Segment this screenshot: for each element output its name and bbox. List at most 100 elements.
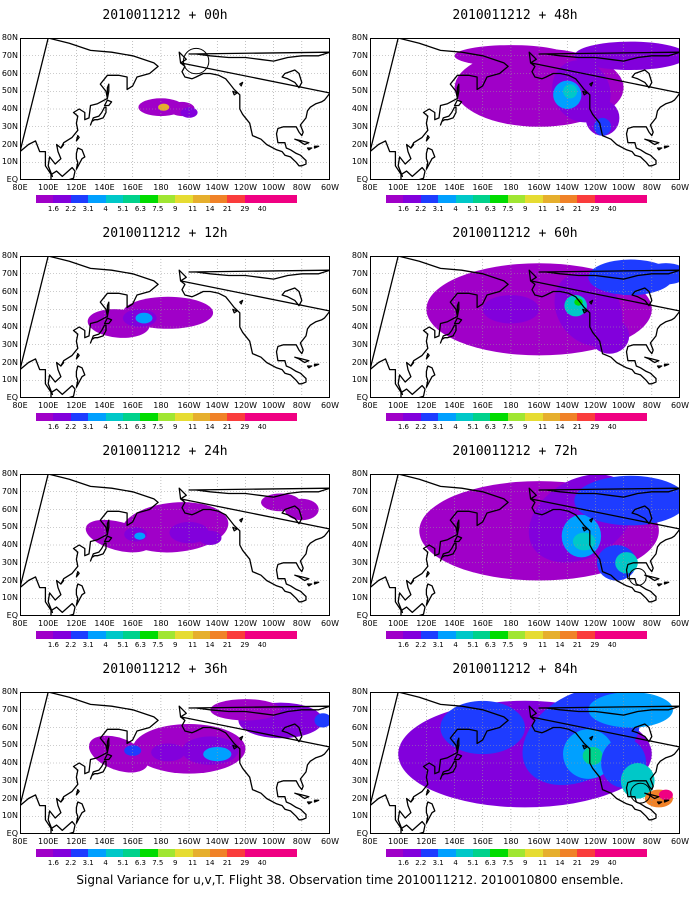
colorbar-swatch xyxy=(175,849,193,857)
colorbar-level-label: 1.6 xyxy=(397,205,409,213)
lat-tick-label: 50N xyxy=(1,740,18,750)
colorbar-level-label: 2.2 xyxy=(415,205,427,213)
colorbar-swatch xyxy=(53,849,71,857)
colorbar-level-label: 6.3 xyxy=(484,859,496,867)
lat-tick-label: 40N xyxy=(351,758,368,767)
coastline xyxy=(306,365,313,369)
colorbar-swatch xyxy=(140,195,158,203)
colorbar-swatch xyxy=(438,195,456,203)
colorbar-swatch xyxy=(525,195,543,203)
lat-tick-label: 40N xyxy=(1,104,18,113)
lon-tick-label: 160E xyxy=(472,183,493,192)
lon-tick-label: 160W xyxy=(527,619,551,628)
coastline xyxy=(239,517,244,523)
coastline xyxy=(60,143,65,149)
panel-title: 2010011212 + 48h xyxy=(452,8,578,23)
lat-tick-label: 10N xyxy=(351,375,368,385)
lon-tick-label: 60W xyxy=(670,183,690,192)
lat-tick-label: 20N xyxy=(1,357,18,367)
lon-tick-label: 120W xyxy=(583,837,608,846)
colorbar-swatch xyxy=(525,849,543,857)
coastline xyxy=(400,602,426,619)
colorbar-swatch xyxy=(594,631,613,639)
coastline xyxy=(456,83,460,100)
coastline xyxy=(453,753,463,761)
colorbar xyxy=(36,849,297,857)
coastline xyxy=(50,384,76,401)
coastline xyxy=(232,308,238,314)
lat-tick-label: 20N xyxy=(351,575,368,585)
lon-tick-label: 160W xyxy=(177,401,201,410)
coastline xyxy=(232,90,238,96)
map-canvas xyxy=(19,37,331,183)
colorbar-level-label: 7.5 xyxy=(502,641,514,649)
coastline xyxy=(410,143,415,149)
colorbar-level-label: 14 xyxy=(205,423,215,431)
map-panel: 2010011212 + 72h 80N 70N 60N 50N 40N 30N 20N 10N… xyxy=(350,444,689,652)
lat-tick-label: 70N xyxy=(351,268,368,278)
lon-tick-label: 120E xyxy=(416,401,437,410)
colorbar-level-label: 11 xyxy=(188,205,198,213)
map-canvas xyxy=(369,473,688,619)
lon-tick-label: 160W xyxy=(177,619,201,628)
colorbar-level-label: 14 xyxy=(205,859,215,867)
variance-contour xyxy=(658,789,673,801)
lon-tick-label: 80E xyxy=(12,183,28,192)
lon-tick-label: 120E xyxy=(66,183,87,192)
colorbar-swatch xyxy=(88,849,106,857)
colorbar-swatch xyxy=(438,413,456,421)
lon-tick-label: 120W xyxy=(233,401,258,410)
colorbar-level-label: 6.3 xyxy=(134,205,146,213)
coastline xyxy=(89,760,107,780)
coastline xyxy=(179,716,331,821)
lat-tick-label: 30N xyxy=(351,775,368,785)
coastline xyxy=(75,583,86,606)
coastline xyxy=(106,83,110,100)
coastline xyxy=(439,106,457,126)
lat-tick-label: 20N xyxy=(1,575,18,585)
lon-tick-label: 160E xyxy=(122,183,143,192)
colorbar-level-label: 40 xyxy=(257,205,267,213)
colorbar-level-label: 7.5 xyxy=(152,423,164,431)
coastline xyxy=(528,51,537,64)
coastline xyxy=(589,299,594,305)
colorbar-swatch xyxy=(53,631,71,639)
colorbar-swatch xyxy=(53,195,71,203)
coastline xyxy=(425,352,430,360)
lon-tick-label: 80W xyxy=(642,619,661,628)
colorbar-level-label: 21 xyxy=(222,641,232,649)
lon-tick-label: 80E xyxy=(12,837,28,846)
colorbar-swatch xyxy=(472,631,491,639)
lat-tick-label: 50N xyxy=(1,522,18,532)
graticule xyxy=(20,474,330,616)
colorbar-swatch xyxy=(559,413,578,421)
lat-tick-label: 70N xyxy=(1,704,18,714)
lon-tick-label: 140E xyxy=(94,837,115,846)
colorbar-level-label: 40 xyxy=(607,423,617,431)
colorbar-level-label: 29 xyxy=(240,423,250,431)
lat-tick-label: 40N xyxy=(1,540,18,549)
panel-title: 2010011212 + 24h xyxy=(102,444,228,459)
lat-tick-label: 80N xyxy=(351,687,368,696)
lat-tick-label: 60N xyxy=(1,504,18,514)
colorbar-level-label: 7.5 xyxy=(152,641,164,649)
colorbar-swatch xyxy=(70,413,89,421)
variance-contour xyxy=(134,532,146,540)
graticule xyxy=(20,692,330,834)
lon-tick-label: 100E xyxy=(38,401,59,410)
lon-tick-label: 80W xyxy=(642,837,661,846)
lon-tick-label: 180 xyxy=(153,401,169,410)
coastline xyxy=(60,579,65,585)
colorbar-swatch xyxy=(490,413,508,421)
colorbar-swatch xyxy=(192,631,210,639)
lat-tick-label: 70N xyxy=(351,486,368,496)
lon-tick-label: 140W xyxy=(205,401,229,410)
colorbar-swatch xyxy=(612,849,630,857)
lon-tick-label: 80E xyxy=(362,837,378,846)
colorbar-swatch xyxy=(279,413,297,421)
colorbar-level-label: 1.6 xyxy=(397,641,409,649)
colorbar-level-label: 11 xyxy=(538,205,548,213)
colorbar-swatch xyxy=(244,413,263,421)
lon-tick-label: 120W xyxy=(233,183,258,192)
colorbar-level-label: 7.5 xyxy=(502,205,514,213)
